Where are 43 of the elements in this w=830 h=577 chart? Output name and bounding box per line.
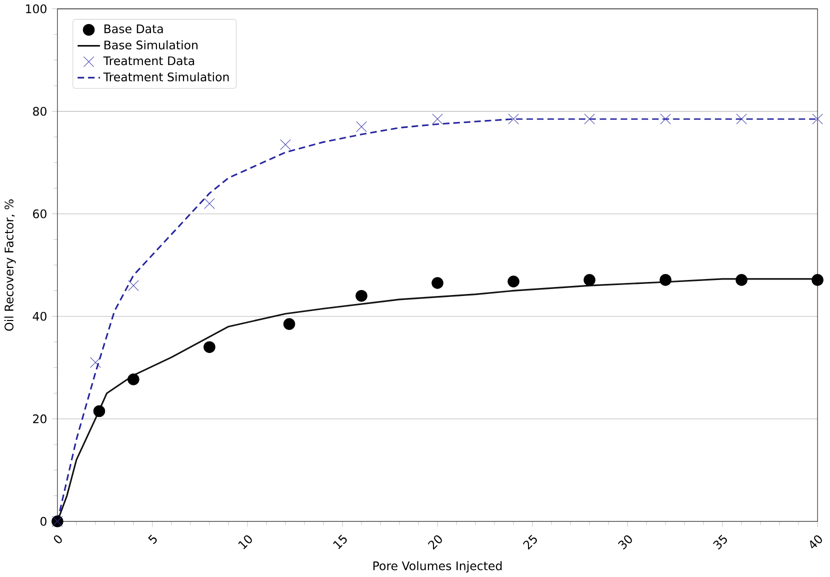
x-tick-label: 30 [618, 535, 632, 550]
point [660, 114, 671, 124]
point [736, 274, 748, 286]
point [356, 121, 367, 132]
y-tick-label: 100 [26, 4, 46, 14]
y-tick-label: 20 [33, 414, 46, 424]
y-tick-label: 60 [33, 209, 46, 218]
point [90, 357, 101, 368]
x-tick-label: 25 [522, 534, 537, 550]
point [432, 277, 444, 289]
x-tick-label: 10 [238, 535, 252, 550]
point [204, 341, 216, 354]
legend-label: Treatment Simulation [103, 72, 229, 82]
point [128, 374, 140, 386]
point [432, 114, 443, 124]
y-tick-label: 80 [33, 106, 46, 116]
x-tick-label: 20 [428, 535, 442, 550]
point [812, 274, 824, 286]
legend-label: Treatment Data [103, 56, 194, 66]
legend-label: Base Simulation [104, 40, 198, 50]
point [280, 139, 291, 150]
point [128, 280, 139, 291]
point [508, 276, 520, 288]
y-tick-label: 40 [32, 312, 46, 321]
point [508, 114, 519, 124]
x-axis-title: Pore Volumes Injected [373, 561, 502, 573]
point [584, 114, 595, 124]
point [812, 114, 823, 124]
x-tick-label: 35 [713, 534, 727, 550]
point [660, 274, 672, 286]
point [356, 290, 368, 302]
x-tick-label: 5 [148, 534, 157, 544]
point [584, 274, 596, 286]
point [93, 405, 106, 418]
y-axis-title: Oil Recovery Factor, % [4, 199, 16, 331]
x-tick-label: 0 [54, 535, 62, 544]
point [204, 198, 215, 209]
point [736, 114, 747, 124]
x-tick-label: 15 [333, 534, 347, 550]
point [283, 318, 296, 330]
y-tick-label: 0 [40, 516, 46, 526]
legend-label: Base Data [104, 24, 163, 34]
x-tick-label: 40 [810, 535, 822, 548]
